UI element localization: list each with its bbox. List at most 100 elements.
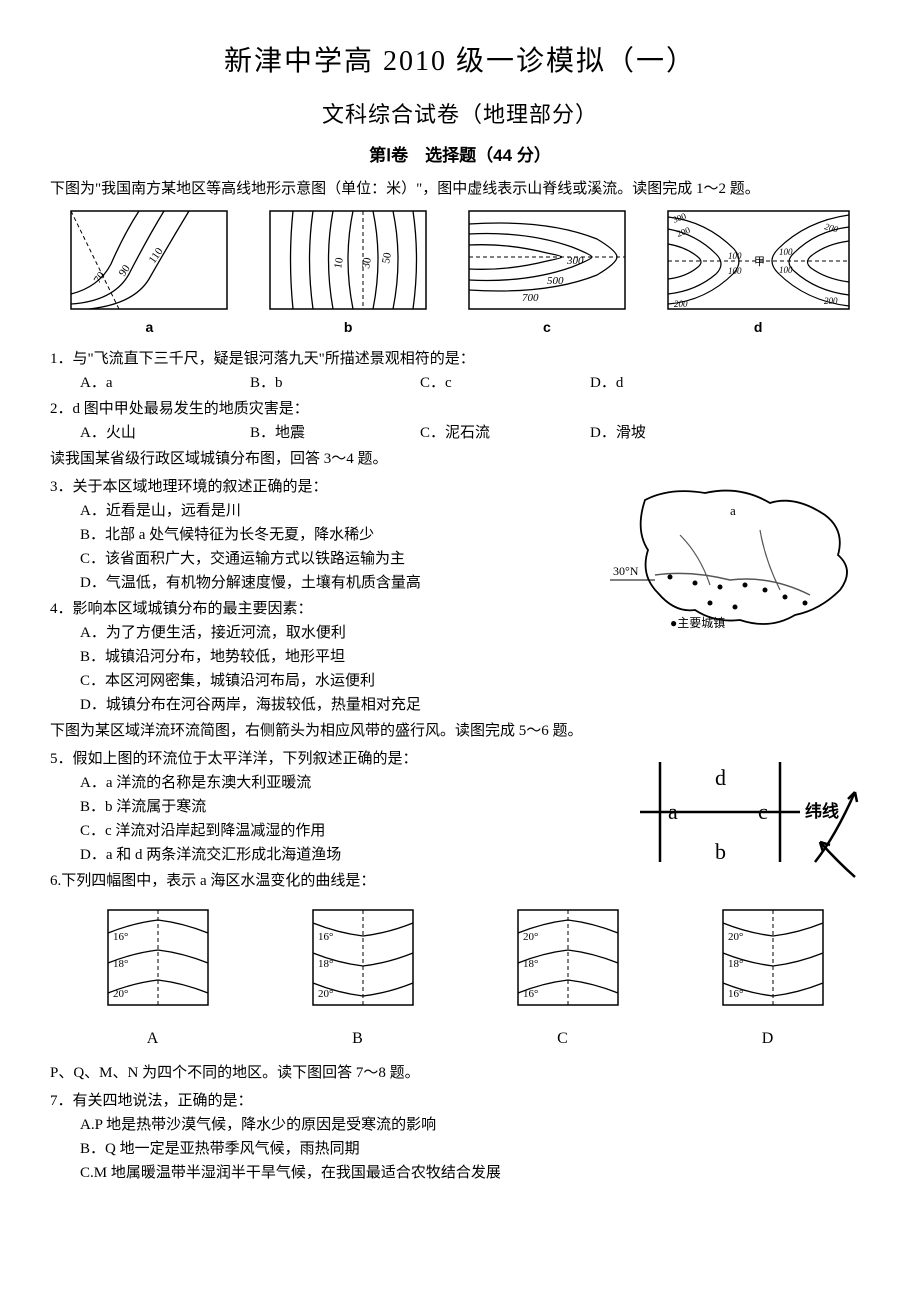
- intro-1: 下图为"我国南方某地区等高线地形示意图（单位：米）"，图中虚线表示山脊线或溪流。…: [50, 177, 870, 201]
- intro-4: P、Q、M、N 为四个不同的地区。读下图回答 7～8 题。: [50, 1061, 870, 1085]
- q5-opt-d: D．a 和 d 两条洋流交汇形成北海道渔场: [80, 843, 580, 867]
- question-1: 1．与"飞流直下三千尺，疑是银河落九天"所描述景观相符的是： A．a B．b C…: [50, 347, 870, 395]
- chart-label-d: D: [708, 1026, 828, 1052]
- tick: 16°: [318, 931, 333, 943]
- q1-opt-c: C．c: [420, 371, 590, 395]
- contour-value: 100: [728, 251, 742, 261]
- contour-value: 30: [360, 256, 374, 269]
- contour-value: 700: [522, 292, 539, 304]
- q4-opt-d: D．城镇分布在河谷两岸，海拔较低，热量相对充足: [80, 693, 600, 717]
- q1-opt-a: A．a: [80, 371, 250, 395]
- q3-stem: 3．关于本区域地理环境的叙述正确的是：: [50, 475, 600, 499]
- chart-a: 16° 18° 20° A: [93, 905, 213, 1052]
- figure-b: 10 30 50 b: [268, 209, 428, 338]
- contour-figures: 70 90 110 a 10 30 50 b 700: [50, 209, 870, 338]
- q7-stem: 7．有关四地说法，正确的是：: [50, 1089, 870, 1113]
- q4-opt-c: C．本区河网密集，城镇沿河布局，水运便利: [80, 669, 600, 693]
- map-legend: ●主要城镇: [670, 616, 725, 630]
- fig-label-d: d: [666, 316, 851, 338]
- contour-value: 300: [566, 255, 584, 267]
- tick: 18°: [523, 958, 538, 970]
- question-4: 4．影响本区域城镇分布的最主要因素： A．为了方便生活，接近河流，取水便利 B．…: [50, 597, 600, 717]
- contour-value: 10: [332, 256, 346, 269]
- chart-label-a: A: [93, 1026, 213, 1052]
- chart-d: 20° 18° 16° D: [708, 905, 828, 1052]
- contour-value: 100: [779, 265, 793, 275]
- tick: 18°: [113, 958, 128, 970]
- map-label-a: a: [730, 503, 736, 518]
- contour-value: 300: [671, 211, 688, 225]
- chart-c: 20° 18° 16° C: [503, 905, 623, 1052]
- q4-opt-a: A．为了方便生活，接近河流，取水便利: [80, 621, 600, 645]
- temperature-charts: 16° 18° 20° A 16° 18° 20° B 20° 18° 16°: [50, 905, 870, 1052]
- fig-label-a: a: [69, 316, 229, 338]
- tick: 16°: [523, 988, 538, 1000]
- contour-value: 200: [674, 299, 688, 309]
- chart-b: 16° 18° 20° B: [298, 905, 418, 1052]
- subtitle: 文科综合试卷（地理部分）: [50, 97, 870, 132]
- q5-stem: 5．假如上图的环流位于太平洋洋，下列叙述正确的是：: [50, 747, 580, 771]
- q3-opt-a: A．近看是山，远看是川: [80, 499, 600, 523]
- ocean-label-c: c: [758, 799, 768, 824]
- tick: 20°: [318, 988, 333, 1000]
- q2-opt-c: C．泥石流: [420, 421, 590, 445]
- province-map: a 30°N ●主要城镇: [610, 475, 870, 719]
- question-3: 3．关于本区域地理环境的叙述正确的是： A．近看是山，远看是川 B．北部 a 处…: [50, 475, 600, 595]
- fig-label-c: c: [467, 316, 627, 338]
- q3-opt-b: B．北部 a 处气候特征为长冬无夏，降水稀少: [80, 523, 600, 547]
- q2-opt-d: D．滑坡: [590, 421, 760, 445]
- figure-a: 70 90 110 a: [69, 209, 229, 338]
- marker-jia: 甲: [754, 256, 765, 268]
- ocean-lat-label: 纬线: [805, 801, 839, 821]
- figure-c: 700 500 300 c: [467, 209, 627, 338]
- q2-opt-a: A．火山: [80, 421, 250, 445]
- contour-value: 100: [728, 266, 742, 276]
- question-2: 2．d 图中甲处最易发生的地质灾害是： A．火山 B．地震 C．泥石流 D．滑坡: [50, 397, 870, 445]
- fig-label-b: b: [268, 316, 428, 338]
- q7-opt-c: C.M 地属暖温带半湿润半干旱气候，在我国最适合农牧结合发展: [80, 1161, 870, 1185]
- tick: 16°: [113, 931, 128, 943]
- q5-opt-b: B．b 洋流属于寒流: [80, 795, 580, 819]
- tick: 20°: [523, 931, 538, 943]
- contour-value: 100: [779, 247, 793, 257]
- figure-d: 300 200 100 100 200 200 100 100 200 甲 d: [666, 209, 851, 338]
- q3-opt-c: C．该省面积广大，交通运输方式以铁路运输为主: [80, 547, 600, 571]
- main-title: 新津中学高 2010 级一诊模拟（一）: [50, 40, 870, 85]
- q4-opt-b: B．城镇沿河分布，地势较低，地形平坦: [80, 645, 600, 669]
- ocean-current-diagram: a b c d 纬线: [630, 747, 870, 895]
- q7-opt-b: B．Q 地一定是亚热带季风气候，雨热同期: [80, 1137, 870, 1161]
- ocean-label-d: d: [715, 765, 726, 790]
- q1-stem: 1．与"飞流直下三千尺，疑是银河落九天"所描述景观相符的是：: [50, 347, 870, 371]
- intro-3: 下图为某区域洋流环流简图，右侧箭头为相应风带的盛行风。读图完成 5～6 题。: [50, 719, 870, 743]
- q2-stem: 2．d 图中甲处最易发生的地质灾害是：: [50, 397, 870, 421]
- q7-opt-a: A.P 地是热带沙漠气候，降水少的原因是受寒流的影响: [80, 1113, 870, 1137]
- contour-value: 110: [147, 245, 166, 265]
- q3-opt-d: D．气温低，有机物分解速度慢，土壤有机质含量高: [80, 571, 600, 595]
- tick: 18°: [318, 958, 333, 970]
- contour-value: 50: [380, 251, 394, 264]
- q4-stem: 4．影响本区域城镇分布的最主要因素：: [50, 597, 600, 621]
- ocean-label-b: b: [715, 839, 726, 864]
- chart-label-c: C: [503, 1026, 623, 1052]
- q5-opt-c: C．c 洋流对沿岸起到降温减湿的作用: [80, 819, 580, 843]
- ocean-label-a: a: [668, 799, 678, 824]
- contour-value: 200: [675, 225, 692, 239]
- q1-opt-d: D．d: [590, 371, 760, 395]
- contour-value: 90: [117, 263, 133, 279]
- section-header: 第Ⅰ卷 选择题（44 分）: [50, 142, 870, 169]
- q1-opt-b: B．b: [250, 371, 420, 395]
- question-7: 7．有关四地说法，正确的是： A.P 地是热带沙漠气候，降水少的原因是受寒流的影…: [50, 1089, 870, 1185]
- chart-label-b: B: [298, 1026, 418, 1052]
- q2-opt-b: B．地震: [250, 421, 420, 445]
- question-5: 5．假如上图的环流位于太平洋洋，下列叙述正确的是： A．a 洋流的名称是东澳大利…: [50, 747, 580, 867]
- tick: 16°: [728, 988, 743, 1000]
- tick: 20°: [113, 988, 128, 1000]
- tick: 18°: [728, 958, 743, 970]
- contour-value: 500: [547, 275, 564, 287]
- map-latitude: 30°N: [613, 564, 639, 578]
- q6-stem: 6.下列四幅图中，表示 a 海区水温变化的曲线是：: [50, 869, 580, 893]
- q5-opt-a: A．a 洋流的名称是东澳大利亚暖流: [80, 771, 580, 795]
- tick: 20°: [728, 931, 743, 943]
- intro-2: 读我国某省级行政区域城镇分布图，回答 3～4 题。: [50, 447, 870, 471]
- contour-value: 200: [824, 296, 838, 306]
